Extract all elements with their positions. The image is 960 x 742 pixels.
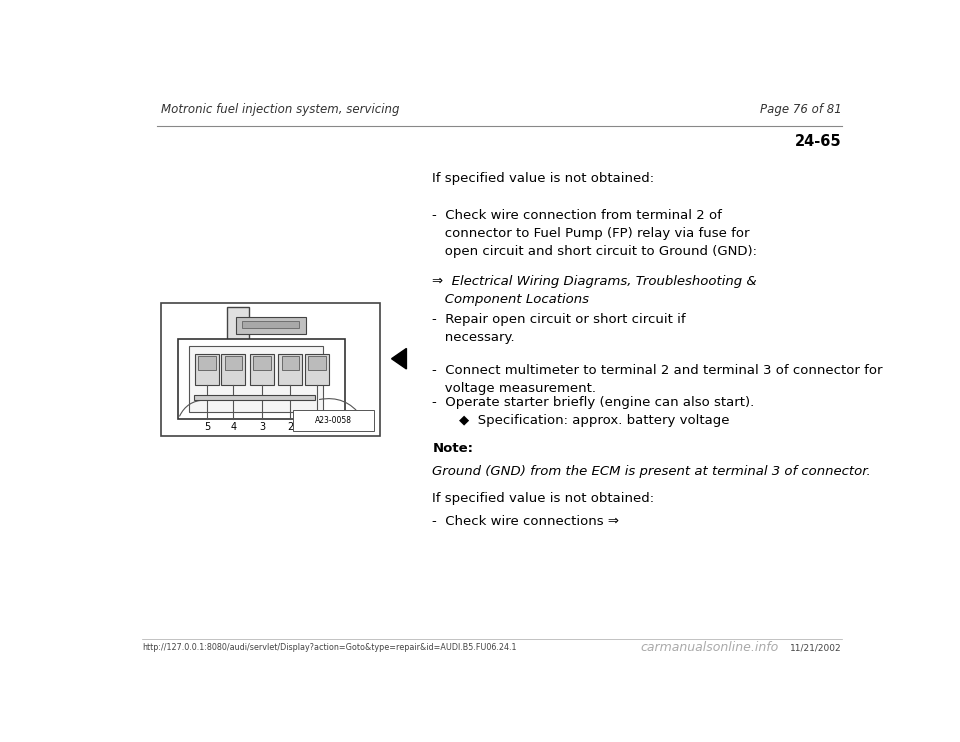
Text: -  Repair open circuit or short circuit if
   necessary.: - Repair open circuit or short circuit i… [432,313,686,344]
Text: If specified value is not obtained:: If specified value is not obtained: [432,492,655,505]
FancyArrowPatch shape [320,398,361,416]
Text: -  Check wire connections ⇒: - Check wire connections ⇒ [432,515,624,528]
Text: If specified value is not obtained:: If specified value is not obtained: [432,172,655,185]
Bar [194,395,315,400]
Bar [179,339,346,418]
Text: http://127.0.0.1:8080/audi/servlet/Display?action=Goto&type=repair&id=AUDI.B5.FU: http://127.0.0.1:8080/audi/servlet/Displ… [142,643,516,652]
FancyArrowPatch shape [180,400,204,416]
Bar [281,356,300,370]
Bar [221,354,246,386]
Text: 24-65: 24-65 [795,134,842,149]
Text: -  Connect multimeter to terminal 2 and terminal 3 of connector for
   voltage m: - Connect multimeter to terminal 2 and t… [432,364,883,395]
Bar [225,356,242,370]
Text: 11/21/2002: 11/21/2002 [790,643,842,652]
Bar [278,354,302,386]
Text: 1: 1 [314,422,320,433]
Bar [235,317,306,334]
Text: -  Check wire connection from terminal 2 of
   connector to Fuel Pump (FP) relay: - Check wire connection from terminal 2 … [432,209,757,258]
Text: 5: 5 [204,422,210,433]
Bar [189,346,324,412]
FancyArrowPatch shape [313,343,360,418]
Text: ⇒  Electrical Wiring Diagrams, Troubleshooting &
   Component Locations: ⇒ Electrical Wiring Diagrams, Troublesho… [432,275,757,306]
FancyArrowPatch shape [181,343,228,418]
Polygon shape [392,349,406,369]
Bar [308,356,325,370]
Bar [304,354,329,386]
Bar [227,307,249,341]
Bar [242,321,300,329]
Text: Page 76 of 81: Page 76 of 81 [760,102,842,116]
Text: 4: 4 [230,422,236,433]
Bar [253,356,271,370]
Text: carmanualsonline.info: carmanualsonline.info [641,641,780,654]
Text: Note:: Note: [432,442,473,455]
Text: 3: 3 [259,422,265,433]
Text: Motronic fuel injection system, servicing: Motronic fuel injection system, servicin… [161,102,399,116]
Text: A23-0058: A23-0058 [315,416,351,425]
Bar [198,356,216,370]
Bar [293,410,373,430]
Bar [161,303,380,436]
Bar [195,354,219,386]
Text: ◆  Specification: approx. battery voltage: ◆ Specification: approx. battery voltage [459,413,729,427]
Text: 2: 2 [287,422,294,433]
Text: -  Operate starter briefly (engine can also start).: - Operate starter briefly (engine can al… [432,396,755,410]
Text: Ground (GND) from the ECM is present at terminal 3 of connector.: Ground (GND) from the ECM is present at … [432,465,872,478]
Bar [250,354,274,386]
